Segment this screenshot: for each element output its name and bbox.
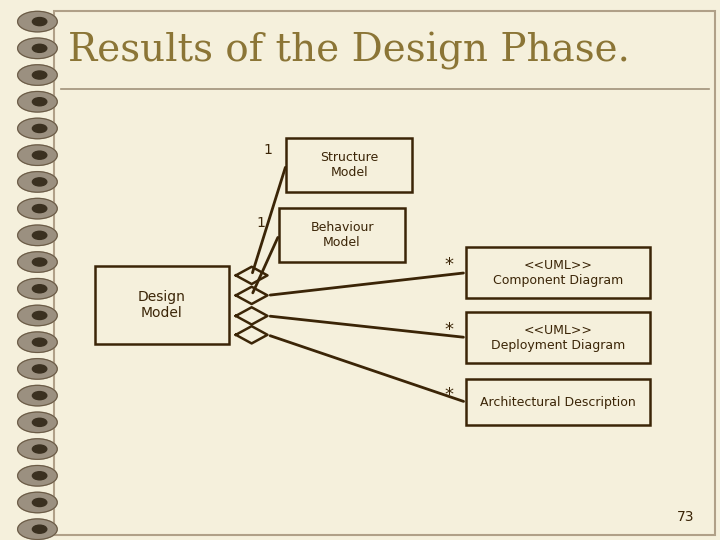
Ellipse shape [32,445,47,453]
FancyBboxPatch shape [467,379,649,426]
Text: <<UML>>
Deployment Diagram: <<UML>> Deployment Diagram [491,323,625,352]
Ellipse shape [17,439,58,460]
Ellipse shape [32,124,47,132]
Ellipse shape [17,225,58,246]
Ellipse shape [17,279,58,299]
Ellipse shape [17,492,58,513]
Text: <<UML>>
Component Diagram: <<UML>> Component Diagram [493,259,623,287]
Ellipse shape [17,172,58,192]
Text: 73: 73 [678,510,695,524]
FancyBboxPatch shape [467,247,649,298]
Text: Behaviour
Model: Behaviour Model [310,221,374,249]
Text: Results of the Design Phase.: Results of the Design Phase. [68,32,630,70]
Text: Design
Model: Design Model [138,290,186,320]
Text: 1: 1 [256,216,265,230]
Ellipse shape [17,465,58,486]
Text: *: * [444,321,454,339]
Ellipse shape [17,519,58,539]
Ellipse shape [32,98,47,106]
Ellipse shape [32,71,47,79]
FancyBboxPatch shape [467,312,649,363]
Ellipse shape [17,118,58,139]
Ellipse shape [17,305,58,326]
Text: *: * [444,256,454,274]
Ellipse shape [17,145,58,165]
Text: *: * [444,386,454,403]
Ellipse shape [32,18,47,25]
Ellipse shape [17,11,58,32]
FancyBboxPatch shape [95,266,229,345]
Ellipse shape [32,44,47,52]
Ellipse shape [17,91,58,112]
Ellipse shape [32,472,47,480]
Ellipse shape [32,231,47,239]
Ellipse shape [17,386,58,406]
Ellipse shape [32,285,47,293]
Ellipse shape [17,252,58,272]
Text: 1: 1 [264,143,272,157]
Ellipse shape [17,332,58,353]
Ellipse shape [32,258,47,266]
Ellipse shape [32,338,47,346]
Ellipse shape [17,412,58,433]
Ellipse shape [32,365,47,373]
Ellipse shape [32,205,47,213]
Ellipse shape [17,198,58,219]
Ellipse shape [32,312,47,320]
Text: Structure
Model: Structure Model [320,151,378,179]
FancyBboxPatch shape [287,138,412,192]
FancyBboxPatch shape [54,11,715,535]
Ellipse shape [17,359,58,379]
Text: Architectural Description: Architectural Description [480,396,636,409]
Ellipse shape [17,38,58,58]
Ellipse shape [32,151,47,159]
Ellipse shape [32,392,47,400]
FancyBboxPatch shape [279,208,405,262]
Ellipse shape [32,418,47,427]
Ellipse shape [17,65,58,85]
Ellipse shape [32,498,47,507]
Ellipse shape [32,525,47,534]
Ellipse shape [32,178,47,186]
